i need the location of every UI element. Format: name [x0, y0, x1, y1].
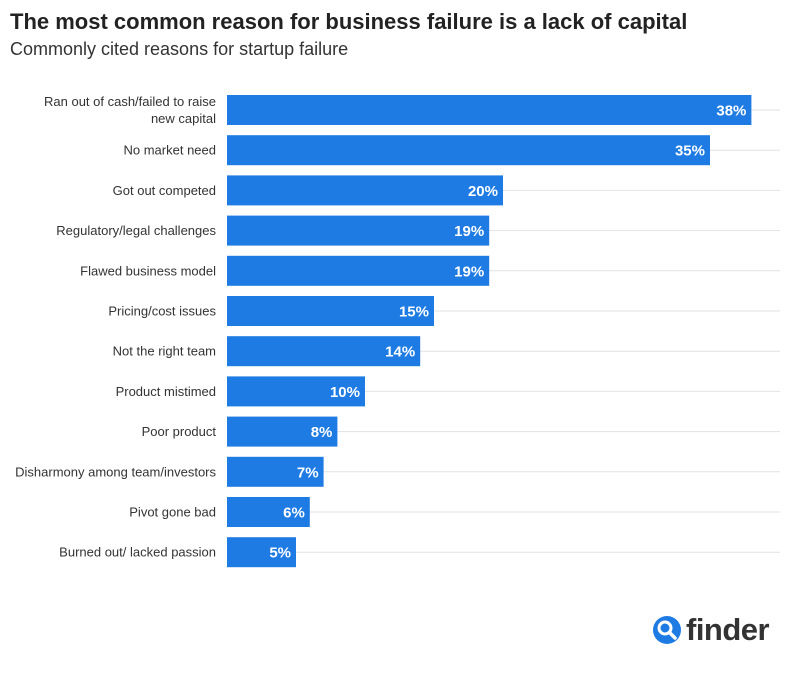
data-label: 15%	[399, 304, 429, 321]
category-label: No market need	[124, 143, 217, 158]
category-label: Not the right team	[113, 344, 216, 359]
data-label: 8%	[311, 424, 333, 441]
chart-subtitle: Commonly cited reasons for startup failu…	[10, 39, 349, 59]
bar	[227, 416, 338, 447]
bar	[227, 215, 490, 246]
bar	[227, 255, 490, 286]
bar	[227, 537, 296, 568]
data-label: 20%	[468, 183, 498, 200]
category-label: Disharmony among team/investors	[15, 464, 216, 479]
data-label: 35%	[675, 143, 705, 160]
category-label: Burned out/ lacked passion	[59, 545, 216, 560]
chart-title: The most common reason for business fail…	[10, 9, 688, 34]
data-label: 5%	[269, 545, 291, 562]
data-label: 19%	[454, 263, 484, 280]
brand-name: finder	[686, 612, 770, 647]
data-label: 14%	[385, 344, 415, 361]
bar	[227, 95, 752, 125]
category-label: Ran out of cash/failed to raise	[44, 94, 216, 109]
category-label: Pivot gone bad	[129, 505, 216, 520]
bar	[227, 175, 503, 206]
category-label: Pricing/cost issues	[108, 304, 216, 319]
category-label: Regulatory/legal challenges	[56, 223, 216, 238]
category-label: Flawed business model	[80, 263, 216, 278]
data-label: 7%	[297, 464, 319, 481]
bar	[227, 336, 421, 367]
data-label: 6%	[283, 505, 305, 522]
category-label: Product mistimed	[116, 384, 216, 399]
category-label: Poor product	[142, 424, 217, 439]
bar	[227, 376, 365, 407]
data-label: 10%	[330, 384, 360, 401]
category-label: Got out competed	[113, 183, 216, 198]
magnifier-icon	[653, 616, 681, 644]
finder-logo: finder	[652, 612, 770, 648]
bar-chart: 38% Ran out of cash/failed to raise new ca…	[15, 94, 780, 568]
bar	[227, 135, 710, 166]
bar	[227, 456, 324, 487]
bar	[227, 497, 310, 527]
data-label: 38%	[716, 103, 746, 120]
data-label: 19%	[454, 223, 484, 240]
category-label: new capital	[151, 111, 216, 126]
bar	[227, 296, 434, 326]
